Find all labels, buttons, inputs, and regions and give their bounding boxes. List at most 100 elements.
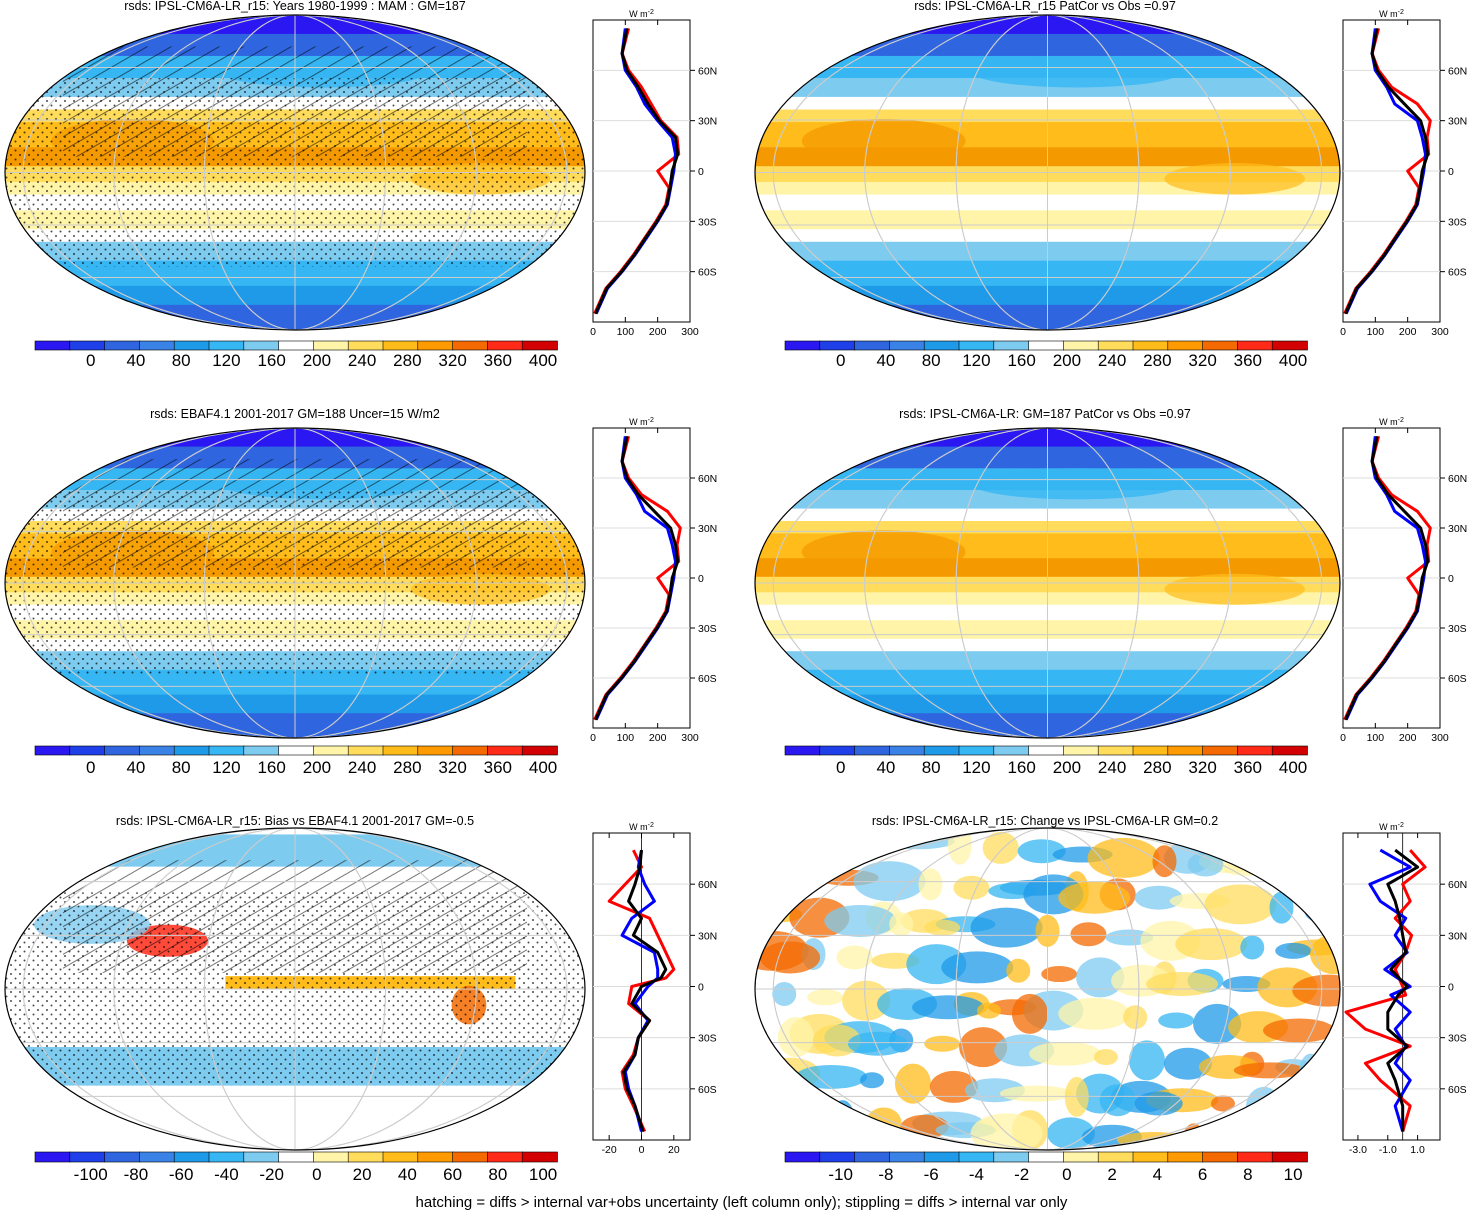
map-outline: [4, 427, 586, 739]
map: [5, 428, 585, 738]
colorbar-tick: 240: [348, 758, 376, 777]
profile-ytick: 30S: [698, 623, 717, 635]
profile-unit: W m-2: [629, 822, 654, 832]
profile-xtick: 300: [1431, 732, 1449, 744]
colorbar-tick: 280: [393, 758, 421, 777]
colorbar-tick: 200: [1053, 758, 1081, 777]
colorbar-swatch: [208, 745, 245, 756]
profile-ytick: 0: [698, 166, 704, 178]
colorbar-swatch: [208, 340, 245, 351]
colorbar-swatch: [417, 745, 454, 756]
colorbar-tick: 400: [529, 758, 557, 777]
colorbar-swatch: [1028, 340, 1065, 351]
profile-unit: W m-2: [1379, 9, 1404, 19]
profile-xtick: 0: [590, 732, 596, 744]
profile-ytick: 60S: [1448, 267, 1467, 279]
map-outline: [4, 14, 586, 331]
colorbar-swatch: [243, 340, 280, 351]
colorbar-tick: 400: [529, 351, 557, 370]
profile-xtick: 100: [617, 732, 635, 744]
map-outline: [754, 14, 1341, 331]
colorbar-tick: 320: [1188, 758, 1216, 777]
profile-xtick: -1.0: [1379, 1144, 1397, 1156]
colorbar-swatch: [521, 1151, 558, 1163]
colorbar-tick: 100: [529, 1165, 557, 1184]
panel-p3: rsds: EBAF4.1 2001-2017 GM=188 Uncer=15 …: [4, 407, 717, 777]
profile-unit-exp: -2: [648, 9, 654, 16]
colorbar-swatch: [958, 340, 995, 351]
profile-ytick: 60N: [1448, 473, 1467, 485]
colorbar-swatch: [1097, 1151, 1134, 1163]
colorbar-tick: 280: [393, 351, 421, 370]
zonal-profile: 60N 30N 0 30S 60S -20 0 20 W m-2: [592, 822, 717, 1156]
colorbar-tick: 320: [438, 758, 466, 777]
colorbar-swatch: [139, 745, 175, 756]
colorbar-swatch: [1132, 1151, 1169, 1163]
profile-unit: W m-2: [1379, 822, 1404, 832]
colorbar-tick: 400: [1279, 351, 1307, 370]
colorbar-tick: 240: [1098, 758, 1126, 777]
zonal-profile: 60N 30N 0 30S 60S 0 100 200 300 W m-2: [590, 417, 717, 744]
panel-title: rsds: IPSL-CM6A-LR: GM=187 PatCor vs Obs…: [899, 407, 1191, 421]
colorbar-tick: 120: [212, 758, 240, 777]
colorbar-tick: 80: [922, 351, 941, 370]
map: [755, 15, 1340, 330]
colorbar-tick: 80: [172, 351, 191, 370]
panel-p1: rsds: IPSL-CM6A-LR_r15: Years 1980-1999 …: [4, 0, 717, 370]
profile-xtick: -3.0: [1349, 1144, 1367, 1156]
profile-ytick: 60N: [1448, 879, 1467, 891]
colorbar-swatch: [819, 340, 856, 351]
colorbar-swatch: [139, 1151, 175, 1163]
map-outline: [4, 827, 586, 1151]
profile-unit-exp: -2: [1398, 822, 1404, 829]
profile-ytick: 60S: [698, 267, 717, 279]
colorbar: 0 40 80 120 160 200 240 280 320 360 400: [34, 340, 558, 370]
colorbar-tick: 160: [1007, 351, 1035, 370]
colorbar-tick: 6: [1198, 1165, 1207, 1184]
colorbar-swatch: [854, 745, 891, 756]
colorbar-swatch: [784, 340, 821, 351]
colorbar-swatch: [69, 1151, 106, 1163]
panel-p2: rsds: IPSL-CM6A-LR_r15 PatCor vs Obs =0.…: [754, 0, 1467, 370]
colorbar-tick: 40: [126, 351, 145, 370]
profile-ytick: 60N: [698, 879, 717, 891]
colorbar-swatch: [382, 745, 419, 756]
colorbar-tick: 360: [484, 758, 512, 777]
profile-ytick: 60S: [1448, 673, 1467, 685]
map: [5, 15, 585, 330]
profile-xtick: 100: [1367, 732, 1385, 744]
colorbar-swatch: [993, 1151, 1030, 1163]
profile-ytick: 30S: [698, 216, 717, 228]
profile-ytick: 30N: [698, 930, 717, 942]
colorbar-swatch: [1063, 340, 1100, 351]
colorbar-swatch: [1063, 745, 1100, 756]
colorbar-swatch: [452, 340, 489, 351]
colorbar: 0 40 80 120 160 200 240 280 320 360 400: [784, 745, 1308, 777]
profile-ytick: 0: [1448, 166, 1454, 178]
colorbar-swatch: [487, 745, 523, 756]
profile-xtick: 200: [649, 326, 667, 338]
profile-ytick: 30N: [698, 116, 717, 128]
profile-ytick: 60S: [698, 673, 717, 685]
profile-xtick: 100: [617, 326, 635, 338]
profile-ytick: 30N: [1448, 930, 1467, 942]
colorbar-swatch: [243, 1151, 280, 1163]
panel-title: rsds: EBAF4.1 2001-2017 GM=188 Uncer=15 …: [150, 407, 440, 421]
colorbar-tick: 320: [438, 351, 466, 370]
map-outline: [754, 427, 1341, 739]
panel-title: rsds: IPSL-CM6A-LR_r15: Years 1980-1999 …: [124, 0, 466, 13]
colorbar-swatch: [1202, 340, 1239, 351]
colorbar-tick: 4: [1153, 1165, 1162, 1184]
colorbar-tick: 160: [257, 351, 285, 370]
colorbar-swatch: [104, 340, 141, 351]
profile-ytick: 30S: [1448, 216, 1467, 228]
profile-ytick: 30S: [1448, 623, 1467, 635]
panel-title: rsds: IPSL-CM6A-LR_r15: Change vs IPSL-C…: [872, 814, 1218, 828]
colorbar-swatch: [923, 745, 960, 756]
colorbar-tick: -100: [74, 1165, 108, 1184]
colorbar-tick: 160: [257, 758, 285, 777]
colorbar-tick: -2: [1014, 1165, 1029, 1184]
profile-line-black: [594, 436, 680, 721]
zonal-profile: 60N 30N 0 30S 60S -3.0 -1.0 1.0 W m-2: [1342, 822, 1467, 1156]
profile-xtick: 1.0: [1410, 1144, 1425, 1156]
